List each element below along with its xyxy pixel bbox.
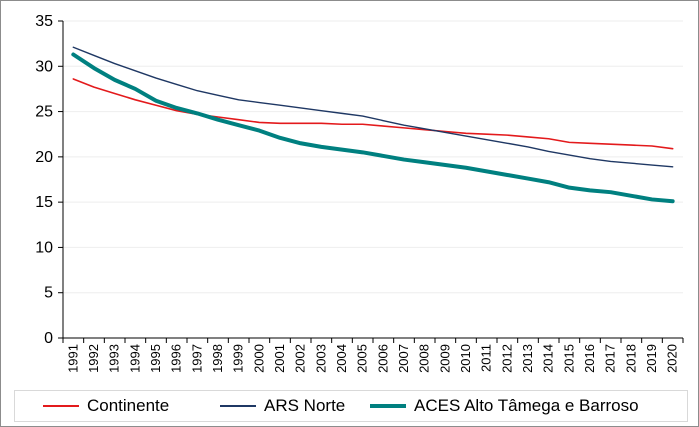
legend-swatch-aces [370,404,406,408]
x-tick-label: 2009 [437,344,452,373]
axes [62,21,683,339]
x-tick-label: 1992 [86,344,101,373]
x-tick-label: 2013 [520,344,535,373]
x-tick-label: 2017 [603,344,618,373]
x-tick-label: 1996 [169,344,184,373]
x-tick-label: 1993 [107,344,122,373]
legend-item-continente: Continente [43,391,169,421]
y-tick-label: 35 [35,13,53,30]
x-axis-ticks: 1991 1992 1993 1994 1995 1996 1997 1998 1999 2000… [62,338,684,373]
x-tick-label: 2010 [458,344,473,373]
legend-label-aces: ACES Alto Tâmega e Barroso [414,396,639,415]
x-tick-label: 2018 [623,344,638,373]
y-tick-label: 10 [35,239,53,256]
legend: Continente ARS Norte ACES Alto Tâmega e … [14,390,688,422]
x-tick-label: 2015 [561,344,576,373]
x-tick-label: 1997 [189,344,204,373]
y-tick-label: 15 [35,194,53,211]
x-tick-label: 2000 [251,344,266,373]
x-tick-label: 1998 [210,344,225,373]
gridlines [63,20,683,294]
x-tick-label: 2007 [396,344,411,373]
x-tick-label: 2012 [499,344,514,373]
x-tick-label: 1999 [231,344,246,373]
x-tick-label: 2005 [355,344,370,373]
series-line-1 [72,46,674,168]
x-tick-label: 2001 [272,344,287,373]
x-tick-label: 2016 [582,344,597,373]
legend-label-continente: Continente [87,396,170,415]
legend-item-aces: ACES Alto Tâmega e Barroso [370,391,639,421]
x-tick-label: 1994 [127,344,142,373]
x-tick-label: 2004 [334,344,349,373]
x-tick-label: 2011 [479,344,494,372]
legend-item-ars-norte: ARS Norte [220,391,345,421]
series-line-0 [72,78,674,150]
series-line-2 [71,52,675,204]
y-tick-label: 0 [44,330,53,347]
legend-swatch-ars-norte [220,405,256,407]
x-tick-label: 2014 [541,344,556,373]
x-tick-label: 2008 [417,344,432,373]
x-tick-label: 1991 [65,344,80,373]
x-tick-label: 2020 [665,344,680,373]
x-tick-label: 2002 [293,344,308,373]
y-tick-label: 20 [35,149,53,166]
legend-swatch-continente [43,405,79,407]
y-axis-ticks: 0 5 10 15 20 25 30 35 [35,13,63,347]
x-tick-label: 2006 [375,344,390,373]
x-tick-label: 2019 [644,344,659,373]
legend-label-ars-norte: ARS Norte [264,396,346,415]
x-tick-label: 2003 [313,344,328,373]
series-lines [71,46,675,204]
y-tick-label: 5 [44,285,53,302]
x-tick-label: 1995 [148,344,163,373]
y-tick-label: 25 [35,104,53,121]
y-tick-label: 30 [35,58,53,75]
